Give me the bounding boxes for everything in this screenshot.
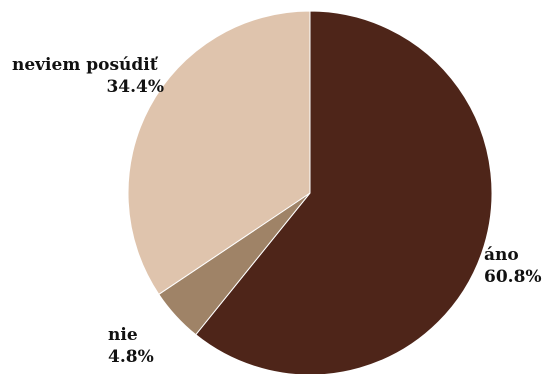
slice-label-ano: áno 60.8%: [484, 244, 542, 288]
slice-name-nie: nie: [108, 325, 138, 345]
slice-label-nie: nie 4.8%: [108, 324, 154, 368]
slice-value-neviem-posudit: 34.4%: [106, 77, 164, 97]
slice-name-neviem-posudit: neviem posúdiť: [12, 55, 158, 75]
slice-name-ano: áno: [484, 245, 519, 265]
slice-label-neviem-posudit: neviem posúdiť 34.4%: [12, 54, 164, 98]
pie-slice-2: [127, 10, 311, 296]
slice-value-nie: 4.8%: [108, 347, 154, 367]
slice-value-ano: 60.8%: [484, 267, 542, 287]
